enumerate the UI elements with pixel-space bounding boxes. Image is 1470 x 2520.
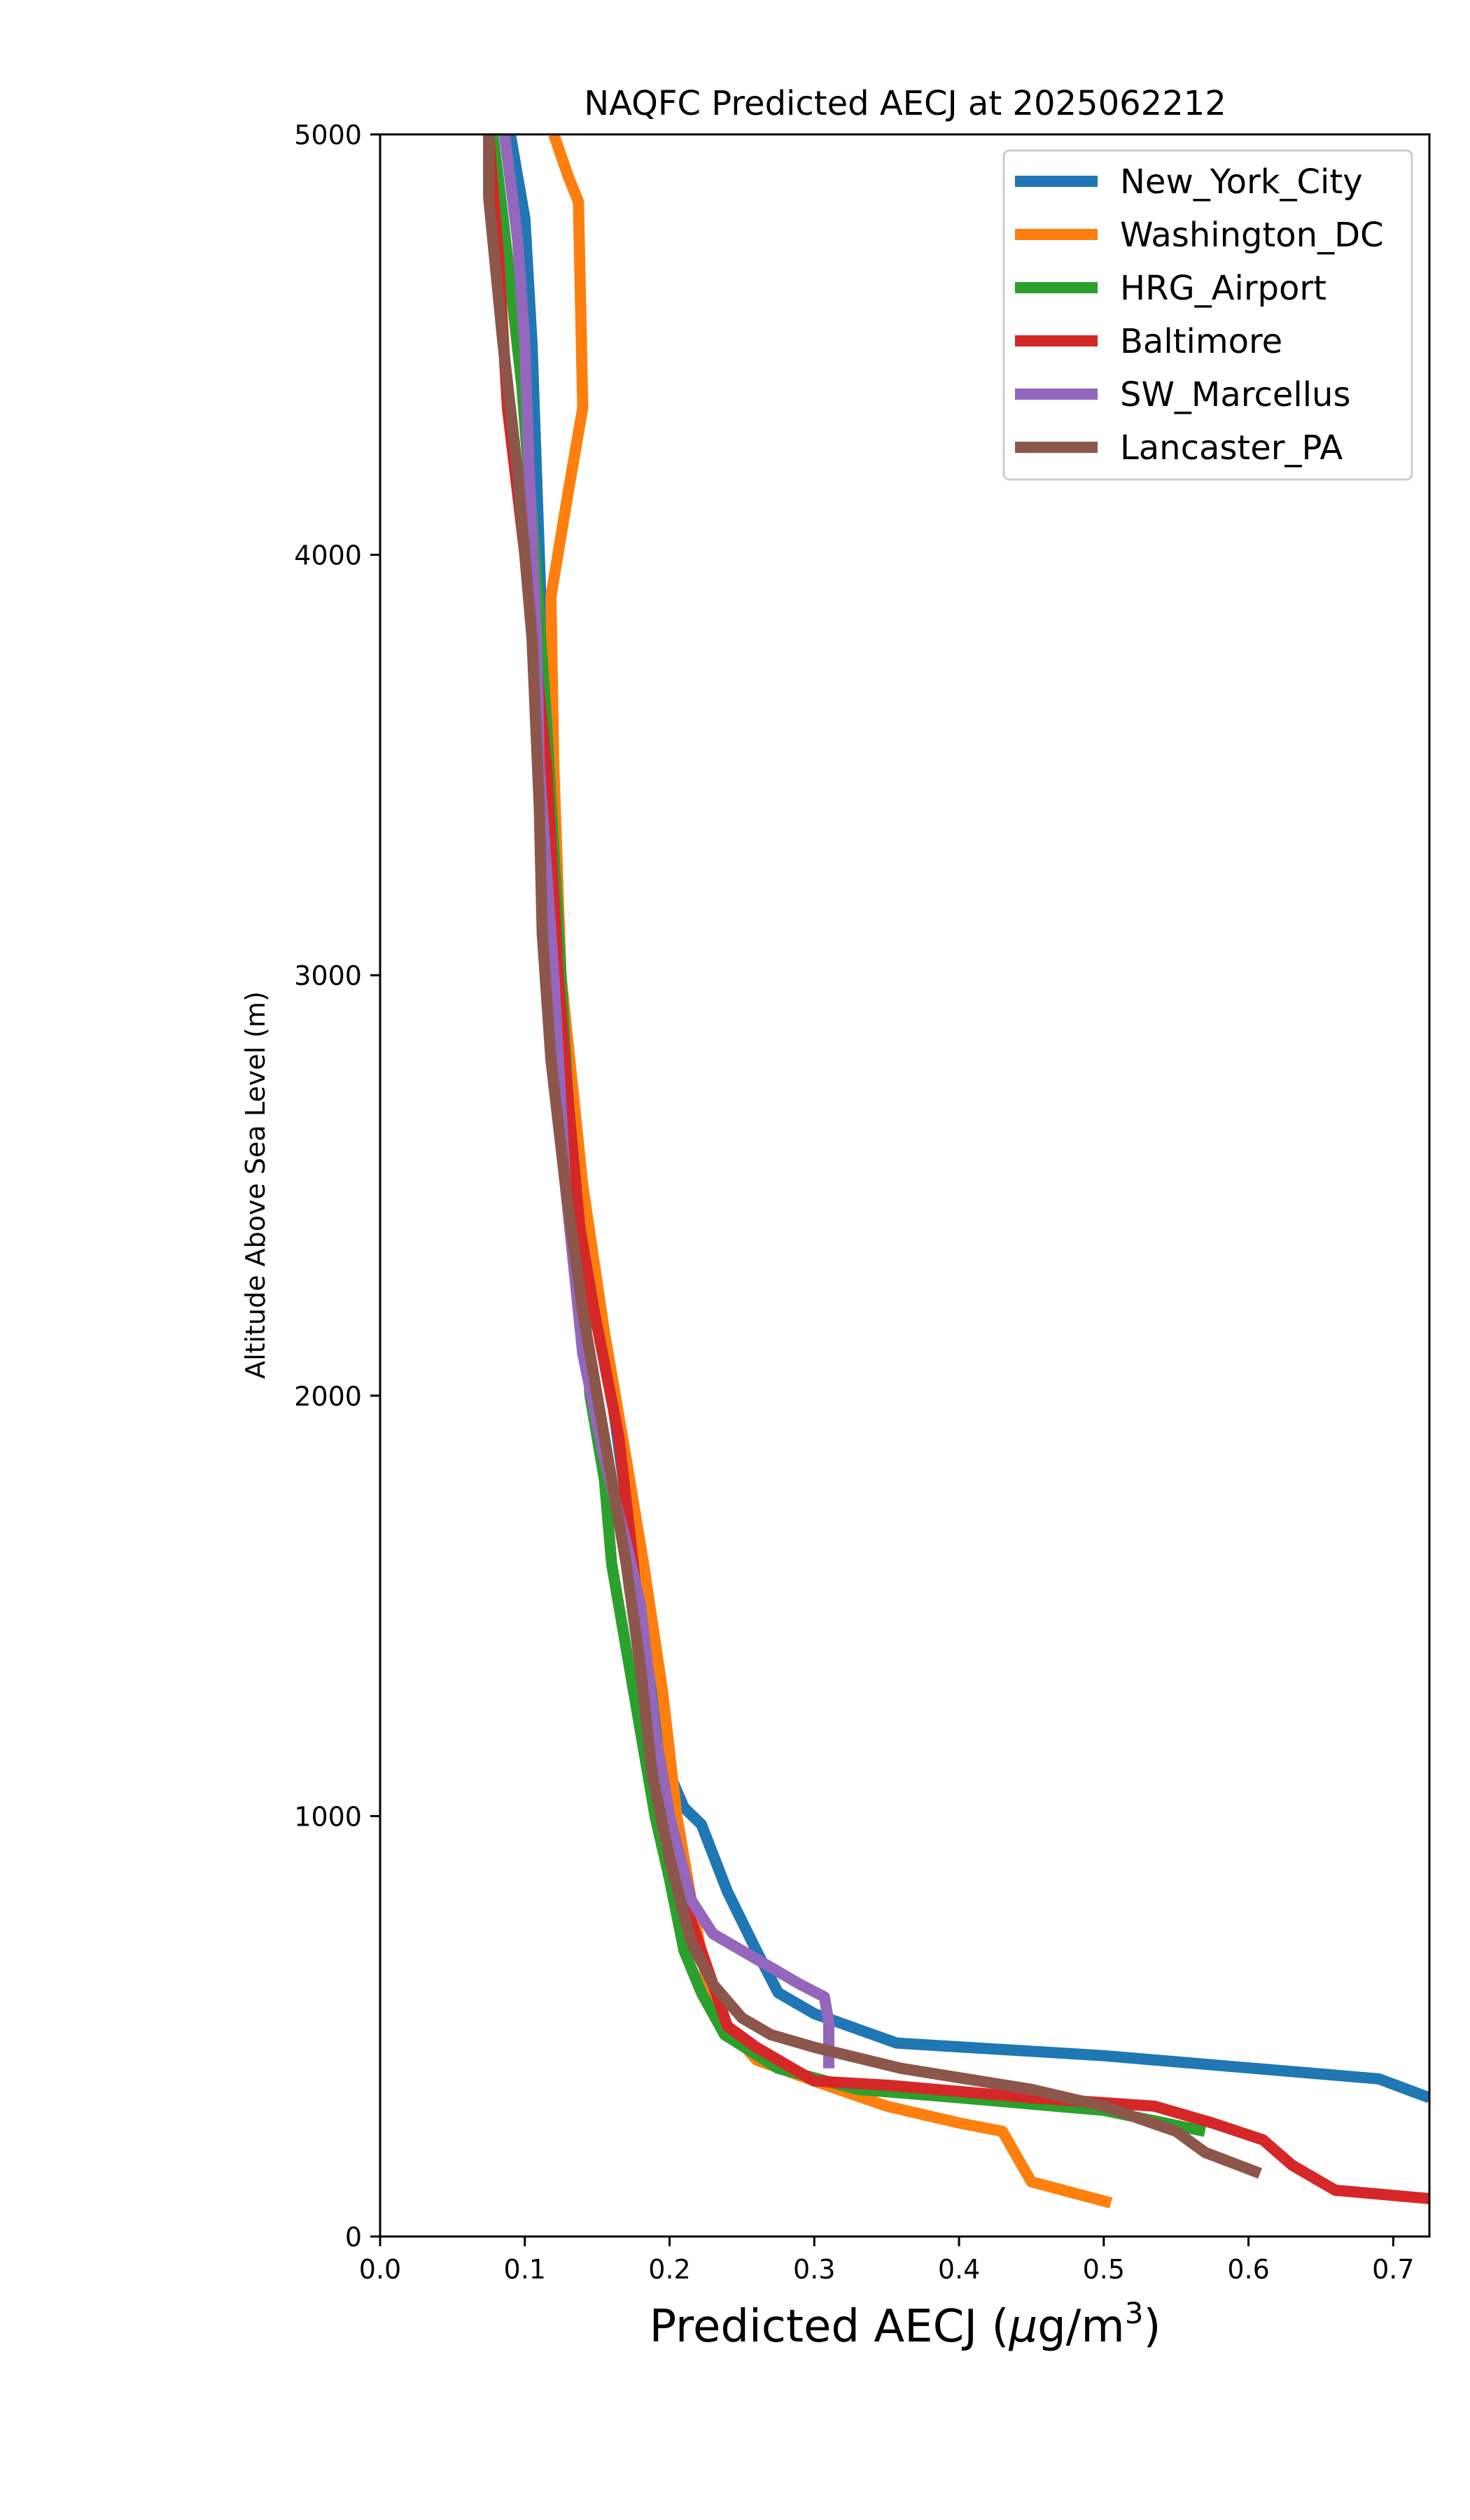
legend-label-hrg-airport: HRG_Airport bbox=[1120, 269, 1326, 308]
x-axis-ticks: 0.0 0.1 0.2 0.3 0.4 0.5 0.6 0.7 bbox=[359, 2236, 1415, 2285]
x-axis-label-mu: μ bbox=[1008, 2301, 1037, 2353]
y-tick-label: 3000 bbox=[294, 960, 362, 991]
legend-label-sw-marcellus: SW_Marcellus bbox=[1120, 375, 1350, 414]
series-line-sw-marcellus bbox=[498, 134, 834, 2068]
legend-label-washington-dc: Washington_DC bbox=[1120, 216, 1384, 255]
series-line-washington-dc bbox=[545, 134, 1113, 2208]
x-tick-label: 0.4 bbox=[938, 2254, 980, 2285]
x-tick-label: 0.1 bbox=[504, 2254, 546, 2285]
y-tick-label: 4000 bbox=[294, 540, 362, 571]
x-axis-label-unit: g/m bbox=[1037, 2301, 1125, 2353]
legend-label-new-york-city: New_York_City bbox=[1120, 162, 1363, 202]
x-tick-label: 0.3 bbox=[793, 2254, 835, 2285]
legend: New_York_City Washington_DC HRG_Airport Bal… bbox=[1002, 149, 1413, 481]
x-tick-label: 0.7 bbox=[1372, 2254, 1414, 2285]
y-tick-label: 2000 bbox=[294, 1381, 362, 1412]
legend-frame bbox=[1002, 149, 1413, 481]
y-axis-ticks: 0 1000 2000 3000 4000 5000 bbox=[294, 120, 380, 2253]
x-tick-label: 0.2 bbox=[648, 2254, 690, 2285]
legend-label-lancaster-pa: Lancaster_PA bbox=[1120, 428, 1343, 468]
x-axis-label: Predicted AECJ (μg/m3) bbox=[650, 2296, 1161, 2353]
x-axis-label-main: Predicted AECJ ( bbox=[650, 2301, 1009, 2353]
chart-title: NAQFC Predicted AECJ at 2025062212 bbox=[584, 84, 1226, 123]
x-axis-label-close: ) bbox=[1143, 2301, 1161, 2353]
legend-label-baltimore: Baltimore bbox=[1120, 322, 1282, 361]
y-tick-label: 5000 bbox=[294, 120, 362, 150]
series-line-lancaster-pa bbox=[483, 134, 1262, 2179]
y-tick-label: 0 bbox=[345, 2222, 362, 2253]
series-group bbox=[483, 134, 1429, 2208]
x-tick-label: 0.6 bbox=[1227, 2254, 1269, 2285]
y-tick-label: 1000 bbox=[294, 1801, 362, 1832]
plot-area-frame bbox=[379, 133, 1431, 2238]
y-axis-label: Altitude Above Sea Level (m) bbox=[240, 991, 271, 1379]
x-tick-label: 0.5 bbox=[1083, 2254, 1125, 2285]
x-tick-label: 0.0 bbox=[359, 2254, 401, 2285]
x-axis-label-sup: 3 bbox=[1125, 2296, 1144, 2330]
